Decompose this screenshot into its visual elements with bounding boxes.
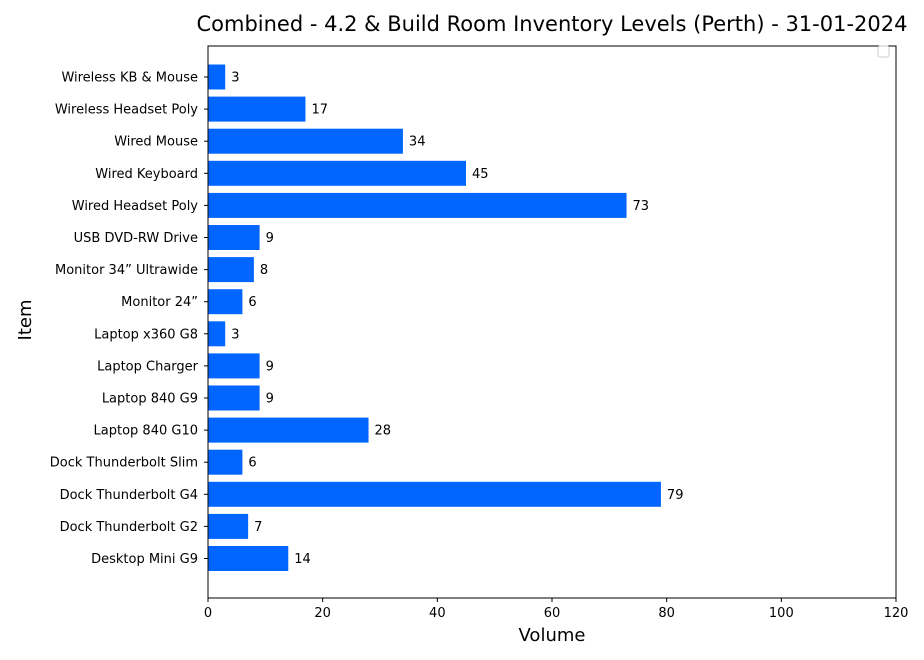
y-tick-label: Wireless KB & Mouse — [61, 71, 198, 86]
bar-value-label: 9 — [266, 359, 274, 374]
bar-value-label: 9 — [266, 392, 274, 407]
bar-value-label: 3 — [231, 327, 239, 342]
x-tick-label: 100 — [769, 606, 794, 621]
bar — [208, 64, 226, 90]
y-tick-label: Monitor 24” — [121, 295, 198, 310]
bar-value-label: 45 — [472, 167, 489, 182]
x-tick-label: 120 — [884, 606, 909, 621]
bar-value-label: 28 — [375, 424, 392, 439]
x-tick-label: 20 — [314, 606, 331, 621]
bar-value-label: 3 — [231, 71, 239, 86]
y-tick-label: Dock Thunderbolt G4 — [60, 488, 198, 503]
x-axis-title: Volume — [519, 625, 586, 646]
bar-value-label: 6 — [248, 295, 256, 310]
y-tick-label: Dock Thunderbolt Slim — [50, 456, 198, 471]
y-tick-label: Wired Mouse — [114, 135, 198, 150]
y-tick-label: Monitor 34” Ultrawide — [55, 263, 198, 278]
x-tick-label: 40 — [429, 606, 446, 621]
y-tick-label: Wired Headset Poly — [72, 199, 199, 214]
bar — [208, 449, 243, 475]
legend-box — [877, 45, 890, 58]
bar — [208, 128, 403, 154]
y-axis-title: Item — [15, 300, 36, 341]
bar — [208, 417, 369, 443]
bar — [208, 257, 254, 283]
y-tick-label: Laptop x360 G8 — [94, 327, 198, 342]
bar-value-label: 14 — [294, 552, 311, 567]
bar — [208, 225, 260, 250]
chart-title: Combined - 4.2 & Build Room Inventory Le… — [196, 12, 907, 36]
bar — [208, 96, 306, 122]
plot-frame — [207, 45, 897, 599]
bar — [208, 385, 260, 411]
y-tick-label: Wireless Headset Poly — [55, 103, 198, 118]
bar — [208, 289, 243, 315]
x-tick-label: 60 — [544, 606, 561, 621]
bar — [208, 513, 249, 539]
bar — [208, 192, 627, 218]
bar-value-label: 7 — [254, 520, 262, 535]
bar — [208, 321, 226, 347]
bars-layer: 14 7 79 6 28 9 9 3 6 8 9 73 45 34 17 3 — [208, 64, 684, 571]
bar-value-label: 17 — [311, 103, 328, 118]
y-tick-label: Laptop 840 G10 — [94, 424, 198, 439]
y-tick-label: USB DVD-RW Drive — [74, 231, 198, 246]
y-tick-label: Wired Keyboard — [95, 167, 198, 182]
bar — [208, 546, 289, 571]
bar-value-label: 6 — [248, 456, 256, 471]
bar-value-label: 34 — [409, 135, 426, 150]
y-tick-label: Desktop Mini G9 — [91, 552, 198, 567]
bar-value-label: 8 — [260, 263, 268, 278]
x-tick-label: 80 — [658, 606, 675, 621]
axes-layer: Desktop Mini G9 Dock Thunderbolt G2 Dock T… — [50, 45, 909, 621]
bar-value-label: 9 — [266, 231, 274, 246]
y-tick-label: Laptop Charger — [97, 359, 199, 374]
y-tick-label: Dock Thunderbolt G2 — [60, 520, 198, 535]
bar-value-label: 79 — [667, 488, 684, 503]
y-tick-label: Laptop 840 G9 — [102, 392, 198, 407]
bar — [208, 353, 260, 379]
x-tick-label: 0 — [204, 606, 212, 621]
bar — [208, 160, 466, 186]
bar-value-label: 73 — [633, 199, 650, 214]
bar — [208, 481, 661, 507]
